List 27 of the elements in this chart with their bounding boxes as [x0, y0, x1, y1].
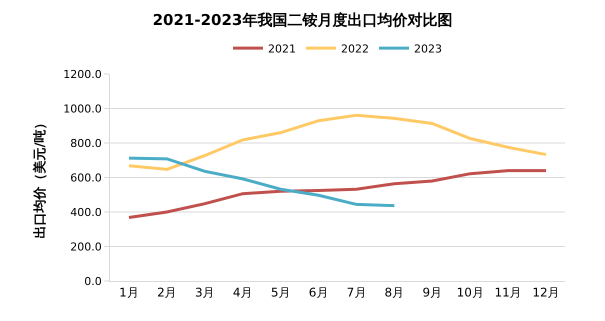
- y-tick-label: 600.0: [70, 171, 102, 184]
- y-tick-label: 0.0: [84, 274, 102, 288]
- x-tick-label: 3月: [194, 285, 215, 300]
- line-series: [127, 169, 548, 220]
- legend-label: 2023: [414, 42, 442, 56]
- x-tick-label: 8月: [384, 285, 404, 300]
- y-tick-label: 800.0: [70, 136, 102, 150]
- legend-label: 2021: [268, 42, 296, 56]
- x-tick-label: 1月: [119, 285, 139, 300]
- x-tick-label: 12月: [532, 285, 560, 300]
- chart-title: 2021-2023年我国二铵月度出口均价对比图: [152, 10, 452, 29]
- y-axis-title: 出口均价（美元/吨）: [32, 116, 48, 238]
- x-tick-label: 4月: [232, 285, 253, 300]
- x-tick-label: 5月: [270, 285, 290, 300]
- y-tick-label: 200.0: [70, 240, 102, 254]
- x-tick-label: 10月: [456, 285, 484, 300]
- y-tick-label: 1000.0: [63, 102, 102, 116]
- x-tick-label: 11月: [494, 285, 522, 300]
- x-tick-label: 2月: [157, 285, 177, 300]
- x-tick-label: 7月: [346, 285, 366, 300]
- x-tick-label: 9月: [422, 285, 442, 300]
- line-series: [127, 114, 548, 171]
- line-series: [127, 156, 396, 208]
- y-tick-label: 400.0: [70, 206, 102, 219]
- legend-label: 2022: [341, 42, 369, 56]
- x-tick-label: 6月: [308, 285, 328, 300]
- y-tick-label: 1200.0: [63, 68, 102, 81]
